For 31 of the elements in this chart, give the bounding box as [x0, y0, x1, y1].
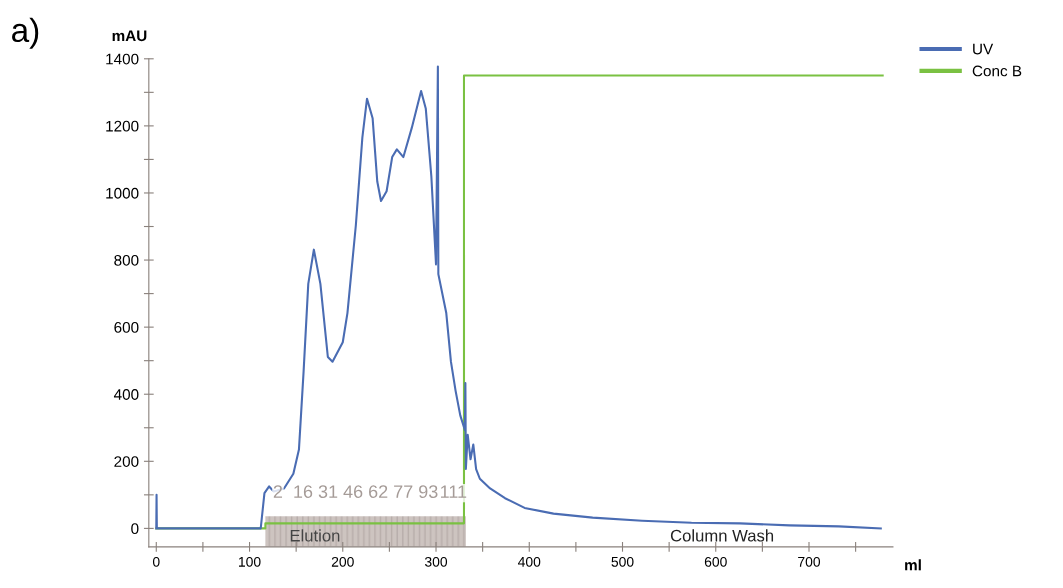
x-tick-label: 600: [704, 556, 727, 567]
text: a): [12, 17, 39, 49]
x-axis-title: ml: [905, 559, 921, 571]
annotation: Column Wash: [670, 529, 774, 542]
annotation: 2: [273, 485, 283, 498]
annotation: 46: [343, 485, 363, 498]
x-tick-label: 200: [331, 556, 354, 567]
y-axis-title: mAU: [112, 30, 147, 42]
annotation: 111: [440, 485, 467, 498]
x-tick-label: 400: [518, 556, 541, 567]
annotation: 31: [318, 485, 338, 498]
x-tick-label: 100: [239, 556, 261, 567]
y-tick-label: 0: [131, 523, 139, 535]
x-tick-label: 500: [611, 556, 634, 567]
annotation: Elution: [290, 529, 340, 542]
y-tick-label: 200: [114, 456, 139, 467]
y-tick-label: 800: [114, 254, 139, 266]
y-tick-label: 1000: [106, 187, 139, 199]
annotation: 93: [419, 485, 438, 498]
x-tick-label: 300: [424, 556, 448, 567]
legend-label: UV: [973, 43, 994, 55]
annotation: 77: [394, 485, 413, 498]
x-tick-label: 0: [152, 556, 160, 567]
annotation: 62: [369, 485, 388, 498]
legend-label: Conc B: [972, 65, 1022, 77]
y-tick-label: 600: [114, 322, 139, 333]
annotation: 16: [294, 485, 313, 498]
y-tick-label: 1200: [106, 120, 139, 132]
x-tick-label: 700: [798, 556, 821, 567]
y-tick-label: 1400: [106, 53, 139, 65]
y-tick-label: 400: [113, 389, 139, 400]
